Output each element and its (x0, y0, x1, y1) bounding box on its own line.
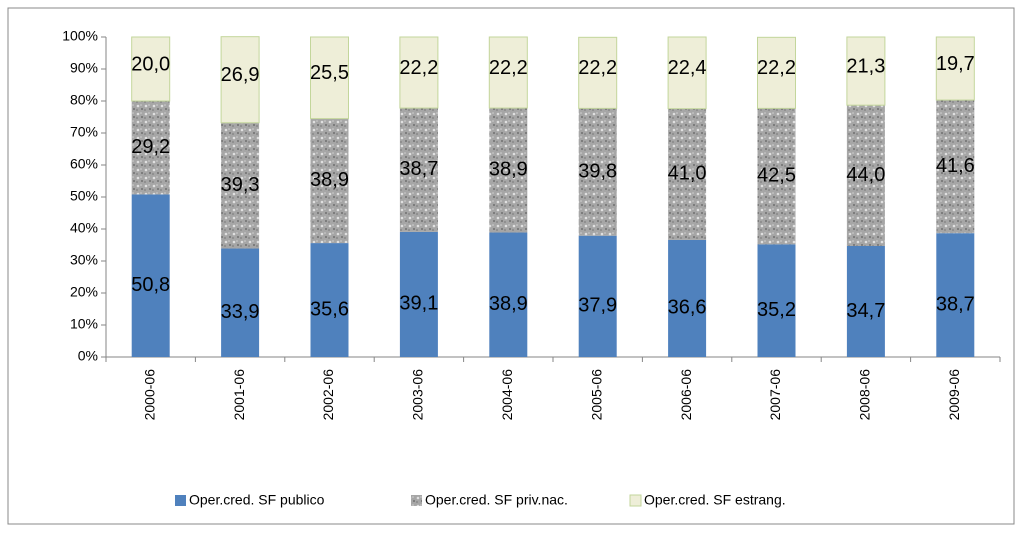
x-tick-label: 2006-06 (678, 369, 694, 421)
value-label: 29,2 (131, 136, 170, 158)
bar-segment (131, 101, 170, 195)
value-label: 21,3 (846, 55, 885, 77)
value-label: 34,7 (846, 300, 885, 322)
y-tick-label: 90% (70, 60, 98, 76)
bar-segment (935, 36, 975, 101)
legend-swatch (629, 494, 642, 507)
legend-swatch (175, 495, 186, 506)
bar-segment (846, 105, 885, 246)
value-label: 33,9 (221, 301, 260, 323)
y-tick-label: 0% (78, 348, 98, 364)
value-label: 38,7 (399, 158, 438, 180)
legend-label: Oper.cred. SF estrang. (644, 492, 786, 508)
value-label: 41,6 (936, 155, 975, 177)
value-label: 39,3 (221, 174, 260, 196)
chart-frame (7, 7, 1015, 525)
y-tick-label: 60% (70, 156, 98, 172)
bar-segment (131, 194, 170, 357)
y-tick-label: 20% (70, 284, 98, 300)
value-label: 36,6 (668, 297, 707, 319)
bar-segment (399, 108, 438, 232)
value-label: 22,2 (578, 57, 617, 79)
value-label: 22,2 (489, 57, 528, 79)
x-tick-label: 2003-06 (410, 369, 426, 421)
x-tick-label: 2008-06 (857, 369, 873, 421)
legend-label: Oper.cred. SF publico (189, 492, 325, 508)
x-tick-label: 2000-06 (141, 369, 157, 421)
bar-segment (846, 245, 885, 357)
x-tick-label: 2005-06 (588, 369, 604, 421)
bar-segment (936, 100, 975, 234)
bar-segment (489, 232, 528, 357)
y-tick-label: 10% (70, 316, 98, 332)
value-label: 22,2 (399, 57, 438, 79)
value-label: 38,9 (489, 293, 528, 315)
value-label: 26,9 (221, 64, 260, 86)
bar-segment (399, 231, 438, 357)
bar-segment (846, 36, 886, 106)
bar-segment (578, 36, 618, 109)
y-tick-label: 80% (70, 92, 98, 108)
y-tick-label: 40% (70, 220, 98, 236)
x-tick-label: 2002-06 (320, 369, 336, 421)
bar-segment (667, 36, 707, 110)
value-label: 20,0 (131, 53, 170, 75)
y-tick-label: 70% (70, 124, 98, 140)
value-label: 42,5 (757, 165, 796, 187)
value-label: 22,2 (757, 57, 796, 79)
value-label: 50,8 (131, 274, 170, 296)
legend-label: Oper.cred. SF priv.nac. (425, 492, 568, 508)
value-label: 41,0 (668, 163, 707, 185)
value-label: 38,9 (489, 159, 528, 181)
bar-segment (131, 36, 171, 102)
value-label: 38,9 (310, 169, 349, 191)
bar-segment (936, 233, 975, 357)
bar-segment (668, 108, 707, 240)
bar-segment (488, 36, 528, 109)
bar-segment (578, 108, 617, 236)
bar-segment (757, 36, 796, 109)
value-label: 38,7 (936, 293, 975, 315)
bar-segment (310, 36, 349, 120)
bar-segment (489, 108, 528, 233)
x-tick-label: 2007-06 (767, 369, 783, 421)
value-label: 25,5 (310, 62, 349, 84)
bar-segment (221, 122, 260, 249)
bar-segment (220, 36, 260, 124)
value-label: 19,7 (936, 53, 975, 75)
bar-segment (310, 243, 349, 357)
bar-segment (310, 118, 349, 244)
value-label: 44,0 (846, 164, 885, 186)
bar-segment (757, 108, 796, 245)
value-label: 37,9 (578, 295, 617, 317)
y-tick-label: 100% (62, 28, 98, 44)
value-label: 39,1 (399, 293, 438, 315)
bar-segment (578, 235, 617, 357)
bar-segment (399, 36, 439, 109)
value-label: 35,6 (310, 298, 349, 320)
legend-swatch (411, 495, 422, 506)
y-tick-label: 30% (70, 252, 98, 268)
bar-segment (757, 244, 796, 357)
value-label: 35,2 (757, 299, 796, 321)
y-tick-label: 50% (70, 188, 98, 204)
x-tick-label: 2009-06 (946, 369, 962, 421)
x-tick-label: 2004-06 (499, 369, 515, 421)
bar-segment (668, 239, 707, 357)
value-label: 39,8 (578, 160, 617, 182)
value-label: 22,4 (668, 57, 707, 79)
bar-segment (221, 248, 260, 357)
x-tick-label: 2001-06 (231, 369, 247, 421)
